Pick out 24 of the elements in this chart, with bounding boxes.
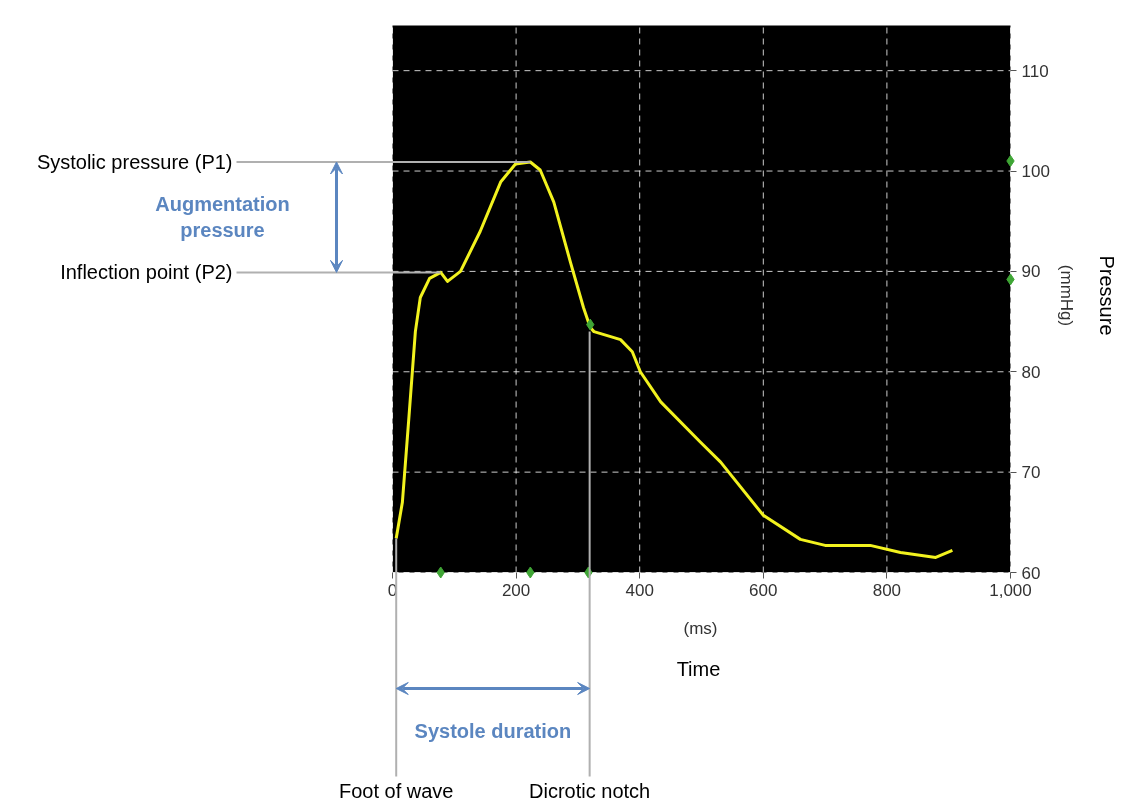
text: Time xyxy=(676,657,721,680)
x-tick-label: 1,000 xyxy=(989,580,1032,600)
point xyxy=(1006,155,1015,167)
x-tick-label: 200 xyxy=(501,580,531,600)
y-axis-title: (mmHg) xyxy=(1057,264,1076,327)
y-tick-label: 80 xyxy=(1021,362,1041,382)
y-tick-label: 90 xyxy=(1021,262,1041,282)
y-tick-label: 70 xyxy=(1021,463,1041,483)
x-tick-label: 400 xyxy=(625,580,654,600)
line-series xyxy=(394,160,954,559)
annotation: Foot of wave xyxy=(338,779,454,801)
y-tick-label: 60 xyxy=(1021,563,1041,583)
x-tick-label: 800 xyxy=(872,580,902,600)
text: Pressure xyxy=(1095,255,1118,336)
text: Augmentation pressure xyxy=(155,193,290,242)
x-axis-title: (ms) xyxy=(683,619,718,638)
annotation: Inflection point (P2) xyxy=(60,261,233,284)
annotation: Dicrotic notch xyxy=(529,779,651,801)
y-tick-label: 100 xyxy=(1021,162,1050,182)
x-tick-label: 0 xyxy=(387,580,398,600)
text: Systole duration xyxy=(414,719,572,742)
x-tick-label: 600 xyxy=(749,580,778,600)
y-tick-label: 110 xyxy=(1021,61,1049,81)
annotation: Systolic pressure (P1) xyxy=(36,151,233,173)
